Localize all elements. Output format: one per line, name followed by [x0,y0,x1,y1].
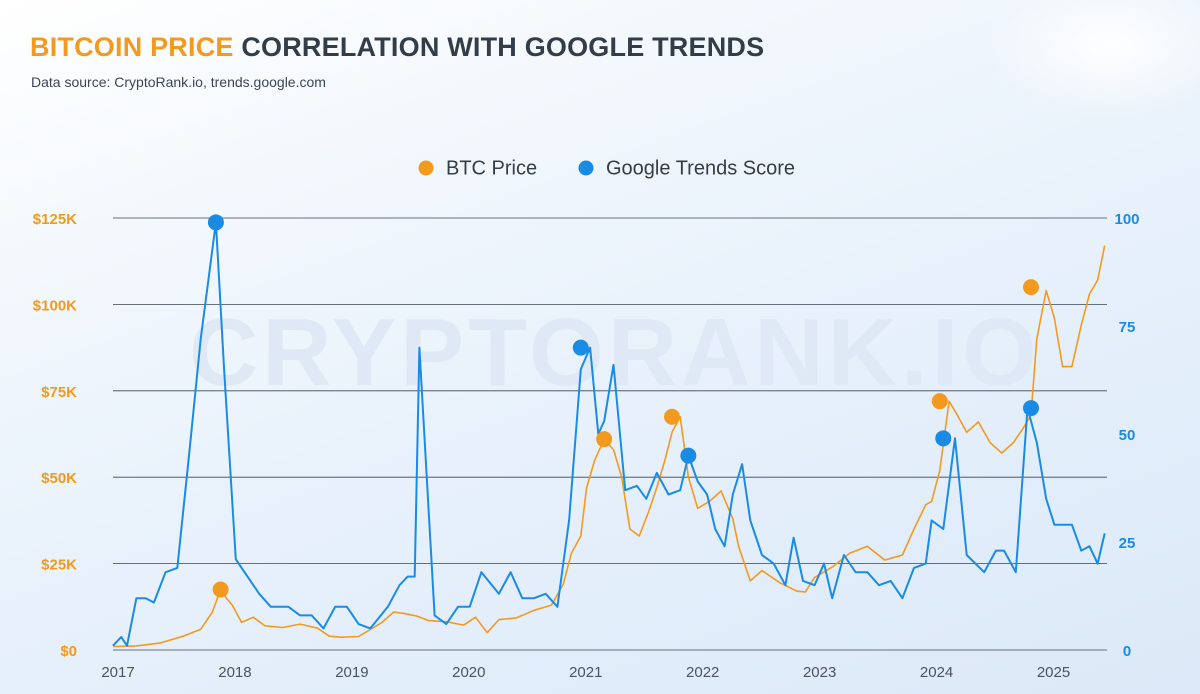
btc-price-marker[interactable] [663,408,680,425]
left-tick-label: $75K [41,384,77,401]
btc-price-marker[interactable] [931,393,948,410]
left-tick-label: $50K [41,470,77,487]
legend-trends-dot [578,160,594,176]
x-tick-label: 2019 [335,664,368,681]
btc-price-marker[interactable] [596,431,613,448]
btc-price-marker[interactable] [212,581,229,598]
right-tick-label: 25 [1119,535,1136,552]
gridlines [113,217,1107,651]
btc-price-line [112,245,1106,648]
watermark: CRYPTORANK.IO [189,299,1041,406]
x-tick-label: 2023 [803,664,836,681]
left-tick-label: $25K [41,557,77,574]
google-trends-marker[interactable] [680,447,697,464]
left-tick-label: $125K [33,211,77,228]
x-tick-label: 2021 [569,664,602,681]
right-tick-label: 50 [1119,427,1136,444]
right-tick-label: 100 [1114,211,1139,228]
x-axis: 2017 2018 2019 2020 2021 2022 2023 2024 2025 [101,664,1070,681]
x-tick-label: 2025 [1037,664,1070,681]
legend-btc-label: BTC Price [446,158,537,180]
chart-title: BITCOIN PRICE CORRELATION WITH GOOGLE TR… [30,32,764,63]
x-tick-label: 2020 [452,664,485,681]
left-axis: $0 $25K $50K $75K $100K $125K [33,211,77,660]
google-trends-marker[interactable] [572,339,589,356]
btc-price-marker[interactable] [1022,279,1039,296]
x-tick-label: 2024 [920,664,953,681]
legend-btc-dot [418,160,434,176]
legend: BTC Price Google Trends Score [418,158,795,180]
google-trends-marker[interactable] [1022,400,1039,417]
x-tick-label: 2022 [686,664,719,681]
right-tick-label: 0 [1123,643,1131,660]
right-tick-label: 75 [1119,319,1136,336]
highlight-markers [207,214,1039,598]
right-axis: 0 25 50 75 100 [1114,211,1139,660]
legend-trends-label: Google Trends Score [606,158,795,180]
chart-title-highlight: BITCOIN PRICE [30,32,234,62]
google-trends-line [112,221,1106,647]
google-trends-marker[interactable] [935,430,952,447]
google-trends-marker[interactable] [207,214,224,231]
x-tick-label: 2018 [218,664,251,681]
chart-title-rest: CORRELATION WITH GOOGLE TRENDS [241,32,765,62]
left-tick-label: $0 [60,643,77,660]
series-lines [112,221,1106,648]
left-tick-label: $100K [33,297,77,314]
chart-subtitle: Data source: CryptoRank.io, trends.googl… [31,74,326,90]
x-tick-label: 2017 [101,664,134,681]
